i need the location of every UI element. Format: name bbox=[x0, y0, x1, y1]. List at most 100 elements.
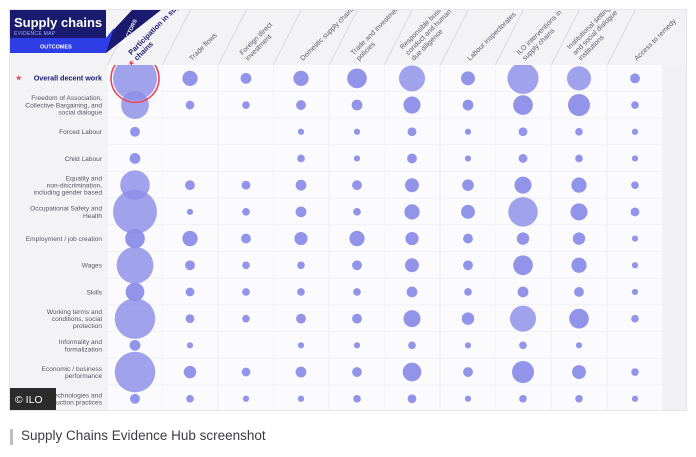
evidence-bubble bbox=[575, 154, 583, 163]
column-header-divider bbox=[383, 10, 413, 66]
column-header-divider bbox=[272, 10, 302, 66]
evidence-bubble bbox=[631, 101, 639, 109]
evidence-bubble bbox=[406, 286, 418, 298]
evidence-bubble bbox=[518, 154, 528, 163]
column-header-divider bbox=[217, 10, 247, 66]
evidence-bubble bbox=[347, 68, 367, 89]
row-label-cell bbox=[10, 358, 106, 385]
evidence-bubble bbox=[516, 232, 530, 245]
column-header-divider bbox=[606, 10, 636, 66]
evidence-bubble bbox=[353, 155, 361, 162]
row-label-text: Occupational Safety and bbox=[30, 206, 102, 213]
evidence-bubble bbox=[297, 128, 305, 135]
row-label-text: Child Labour bbox=[65, 156, 103, 163]
column-header-divider bbox=[550, 10, 580, 66]
row-label-text: Employment / job creation bbox=[26, 236, 103, 243]
evidence-bubble bbox=[407, 127, 417, 137]
evidence-bubble bbox=[242, 288, 250, 296]
evidence-bubble bbox=[509, 305, 537, 332]
evidence-bubble bbox=[631, 128, 639, 135]
column-header-divider bbox=[161, 10, 191, 66]
evidence-bubble bbox=[568, 94, 590, 117]
evidence-bubble bbox=[129, 339, 141, 351]
evidence-bubble bbox=[352, 260, 362, 271]
evidence-bubble bbox=[507, 65, 539, 94]
row-label-text: social dialogue bbox=[58, 110, 102, 117]
evidence-bubble bbox=[121, 91, 149, 119]
row-label-text: conditions, social bbox=[52, 316, 103, 323]
evidence-bubble bbox=[353, 394, 361, 403]
evidence-bubble bbox=[464, 128, 472, 135]
evidence-bubble bbox=[403, 310, 421, 328]
row-label-text: Collective Bargaining, and bbox=[25, 102, 102, 109]
evidence-bubble bbox=[631, 235, 639, 242]
grid-cell bbox=[218, 332, 274, 358]
evidence-bubble bbox=[630, 73, 640, 84]
evidence-bubble bbox=[570, 203, 588, 221]
evidence-bubble bbox=[575, 127, 583, 136]
column-header-divider bbox=[439, 10, 469, 66]
caption-accent-bar bbox=[10, 429, 13, 445]
evidence-bubble bbox=[519, 394, 527, 403]
star-icon: ★ bbox=[15, 74, 22, 83]
evidence-bubble bbox=[186, 394, 194, 403]
evidence-bubble bbox=[402, 362, 422, 382]
row-label-text: Forced Labour bbox=[59, 129, 103, 136]
evidence-bubble bbox=[463, 260, 473, 271]
row-label-text: formalization bbox=[65, 346, 103, 353]
row-label-cell bbox=[10, 171, 106, 198]
copyright-badge bbox=[10, 388, 56, 410]
row-label-cell bbox=[10, 65, 106, 91]
evidence-bubble bbox=[185, 260, 195, 271]
evidence-bubble bbox=[185, 287, 195, 297]
evidence-bubble bbox=[631, 181, 639, 189]
evidence-bubble bbox=[293, 70, 309, 86]
row-label-cell bbox=[10, 305, 106, 331]
map-subtitle: EVIDENCE MAP bbox=[14, 31, 56, 37]
row-label-text: Technologies and bbox=[51, 392, 103, 399]
evidence-bubble bbox=[351, 99, 363, 111]
evidence-bubble bbox=[631, 155, 639, 162]
evidence-bubble bbox=[295, 206, 307, 218]
evidence-bubble bbox=[130, 126, 140, 137]
row-label-text: performance bbox=[65, 373, 102, 380]
title-block bbox=[10, 10, 106, 38]
evidence-bubble bbox=[125, 282, 145, 302]
column-header-divider bbox=[494, 10, 524, 66]
row-label-text: Economic / business bbox=[42, 366, 103, 373]
evidence-bubble bbox=[575, 394, 583, 403]
evidence-bubble bbox=[461, 312, 475, 325]
evidence-bubble bbox=[464, 288, 472, 296]
row-label-cell bbox=[10, 118, 106, 145]
row-label-text: Equality and bbox=[66, 175, 103, 182]
evidence-bubble bbox=[398, 65, 426, 92]
evidence-bubble bbox=[353, 342, 361, 349]
row-label-text: Informality and bbox=[59, 339, 103, 346]
evidence-bubble bbox=[295, 179, 307, 191]
evidence-bubble bbox=[182, 70, 198, 86]
evidence-bubble bbox=[242, 208, 250, 216]
row-label-cell bbox=[10, 278, 106, 305]
evidence-bubble bbox=[114, 351, 156, 393]
evidence-bubble bbox=[461, 71, 475, 86]
grid-cells bbox=[10, 65, 663, 410]
evidence-bubble bbox=[294, 231, 308, 246]
evidence-bubble bbox=[242, 314, 250, 323]
evidence-bubble bbox=[464, 155, 472, 162]
evidence-bubble bbox=[183, 365, 197, 379]
evidence-bubble bbox=[186, 208, 194, 215]
evidence-bubble bbox=[296, 100, 306, 110]
outcomes-label: OUTCOMES bbox=[40, 45, 72, 51]
evidence-bubble bbox=[242, 261, 250, 270]
evidence-bubble bbox=[513, 255, 533, 276]
evidence-bubble bbox=[517, 286, 529, 298]
grid-cell bbox=[607, 332, 663, 358]
evidence-bubble bbox=[408, 341, 416, 350]
evidence-bubble bbox=[241, 180, 251, 190]
row-label-text: protection bbox=[73, 323, 102, 330]
evidence-bubble bbox=[519, 341, 527, 350]
bubble-layer bbox=[113, 65, 640, 404]
outcomes-block bbox=[10, 38, 106, 53]
